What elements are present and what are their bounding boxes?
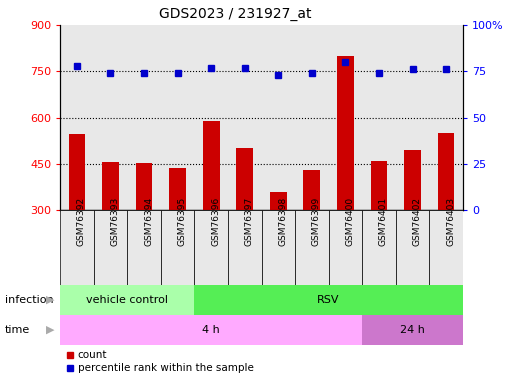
Text: ▶: ▶	[47, 295, 55, 305]
Text: GSM76393: GSM76393	[110, 196, 119, 246]
Bar	[69, 135, 85, 210]
Text: GSM76400: GSM76400	[345, 196, 355, 246]
Bar	[270, 192, 287, 210]
Bar	[262, 210, 295, 285]
Text: GSM76396: GSM76396	[211, 196, 220, 246]
Bar	[195, 210, 228, 285]
Text: GSM76394: GSM76394	[144, 196, 153, 246]
Text: GSM76402: GSM76402	[413, 197, 422, 246]
Bar	[228, 210, 262, 285]
Bar	[169, 168, 186, 210]
Bar	[203, 121, 220, 210]
Bar	[362, 315, 463, 345]
Bar	[404, 150, 421, 210]
Bar	[60, 315, 362, 345]
Text: GSM76397: GSM76397	[245, 196, 254, 246]
Bar	[60, 285, 195, 315]
Text: GSM76401: GSM76401	[379, 196, 388, 246]
Text: GSM76398: GSM76398	[278, 196, 287, 246]
Bar	[295, 210, 328, 285]
Text: 4 h: 4 h	[202, 325, 220, 335]
Bar	[429, 210, 463, 285]
Text: ▶: ▶	[47, 325, 55, 335]
Bar	[195, 285, 463, 315]
Bar	[236, 148, 253, 210]
Text: GSM76403: GSM76403	[446, 196, 455, 246]
Bar	[161, 210, 195, 285]
Text: GSM76392: GSM76392	[77, 196, 86, 246]
Bar	[371, 160, 388, 210]
Bar	[127, 210, 161, 285]
Text: time: time	[5, 325, 30, 335]
Bar	[396, 210, 429, 285]
Legend: count, percentile rank within the sample: count, percentile rank within the sample	[65, 350, 254, 374]
Text: RSV: RSV	[317, 295, 340, 305]
Text: infection: infection	[5, 295, 54, 305]
Bar	[135, 163, 152, 210]
Text: vehicle control: vehicle control	[86, 295, 168, 305]
Bar	[102, 162, 119, 210]
Bar	[438, 133, 454, 210]
Bar	[60, 210, 94, 285]
Bar	[328, 210, 362, 285]
Text: GSM76399: GSM76399	[312, 196, 321, 246]
Bar	[303, 170, 320, 210]
Text: GSM76395: GSM76395	[178, 196, 187, 246]
Bar	[362, 210, 396, 285]
Text: GDS2023 / 231927_at: GDS2023 / 231927_at	[159, 7, 312, 21]
Text: 24 h: 24 h	[400, 325, 425, 335]
Bar	[337, 56, 354, 210]
Bar	[94, 210, 127, 285]
